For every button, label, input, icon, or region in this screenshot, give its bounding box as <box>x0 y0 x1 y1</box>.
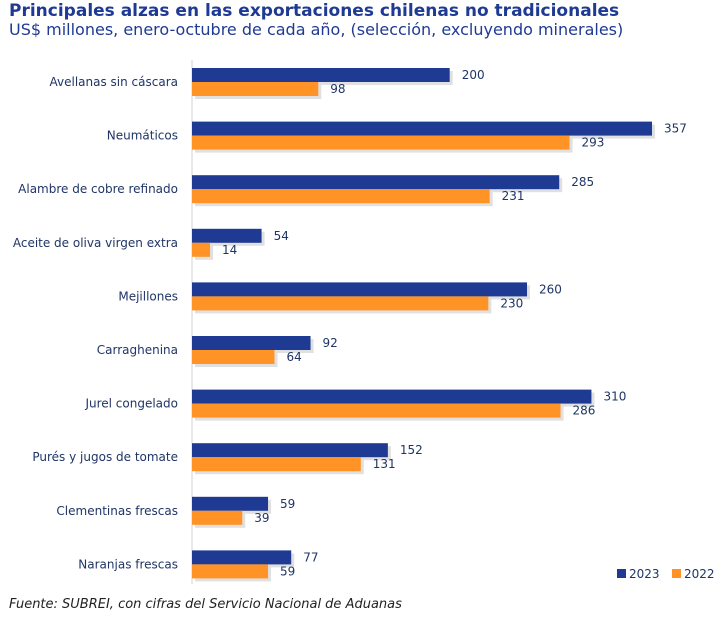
bar-2022 <box>192 242 211 257</box>
category-label: Avellanas sin cáscara <box>50 75 178 89</box>
bars <box>192 68 655 582</box>
source-note: Fuente: SUBREI, con cifras del Servicio … <box>9 597 402 612</box>
category-label: Naranjas frescas <box>78 557 178 571</box>
value-label-2022: 286 <box>573 404 596 418</box>
bar-2022 <box>192 189 490 204</box>
category-label: Jurel congelado <box>84 397 178 411</box>
bar-2022 <box>192 135 570 150</box>
value-label-2022: 131 <box>373 457 396 471</box>
bar-2023 <box>192 121 652 136</box>
category-label: Purés y jugos de tomate <box>32 450 178 464</box>
value-label-2023: 260 <box>539 282 562 296</box>
bar-2023 <box>192 389 592 404</box>
bar-2022 <box>192 457 361 472</box>
legend-label-2022: 2022 <box>684 567 715 581</box>
bar-2022 <box>192 403 561 418</box>
value-label-2022: 14 <box>222 243 237 257</box>
value-label-2022: 39 <box>254 511 269 525</box>
value-label-2022: 231 <box>502 189 525 203</box>
value-label-2023: 152 <box>400 443 423 457</box>
legend-swatch-2023 <box>617 569 626 578</box>
bar-2022 <box>192 82 319 96</box>
category-label: Carraghenina <box>97 343 178 357</box>
value-label-2023: 92 <box>323 336 338 350</box>
value-label-2022: 98 <box>330 82 345 96</box>
bar-2023 <box>192 282 528 297</box>
category-label: Aceite de oliva virgen extra <box>13 236 178 250</box>
category-labels: Avellanas sin cáscara Neumáticos Alambre d… <box>13 75 178 571</box>
bar-2022 <box>192 296 489 311</box>
bar-2023 <box>192 68 450 82</box>
bar-2023 <box>192 175 560 190</box>
bar-2023 <box>192 550 292 565</box>
legend-swatch-2022 <box>672 569 681 578</box>
value-label-2023: 54 <box>274 229 289 243</box>
legend-label-2023: 2023 <box>629 567 660 581</box>
chart-subtitle: US$ millones, enero-octubre de cada año,… <box>9 20 624 39</box>
category-label: Neumáticos <box>107 129 178 143</box>
bar-2023 <box>192 496 269 511</box>
value-label-2022: 59 <box>280 564 295 578</box>
category-label: Mejillones <box>118 289 178 303</box>
value-label-2023: 77 <box>303 550 318 564</box>
legend: 2023 2022 <box>617 567 715 581</box>
category-label: Alambre de cobre refinado <box>18 182 178 196</box>
bar-2023 <box>192 228 262 243</box>
bar-2022 <box>192 350 275 364</box>
value-label-2022: 64 <box>286 350 301 364</box>
value-labels: 200 98 357 293 285 231 54 14 260 230 92 64 310 286 152… <box>222 68 687 578</box>
bar-2023 <box>192 336 311 350</box>
value-label-2023: 59 <box>280 497 295 511</box>
value-label-2023: 357 <box>664 122 687 136</box>
value-label-2023: 310 <box>603 390 626 404</box>
bar-2022 <box>192 564 269 579</box>
value-label-2022: 293 <box>582 136 605 150</box>
chart-title: Principales alzas en las exportaciones c… <box>9 1 620 21</box>
value-label-2022: 230 <box>500 296 523 310</box>
bar-2023 <box>192 443 388 458</box>
category-label: Clementinas frescas <box>56 504 178 518</box>
value-label-2023: 200 <box>462 68 485 82</box>
value-label-2023: 285 <box>571 175 594 189</box>
bar-2022 <box>192 510 243 525</box>
